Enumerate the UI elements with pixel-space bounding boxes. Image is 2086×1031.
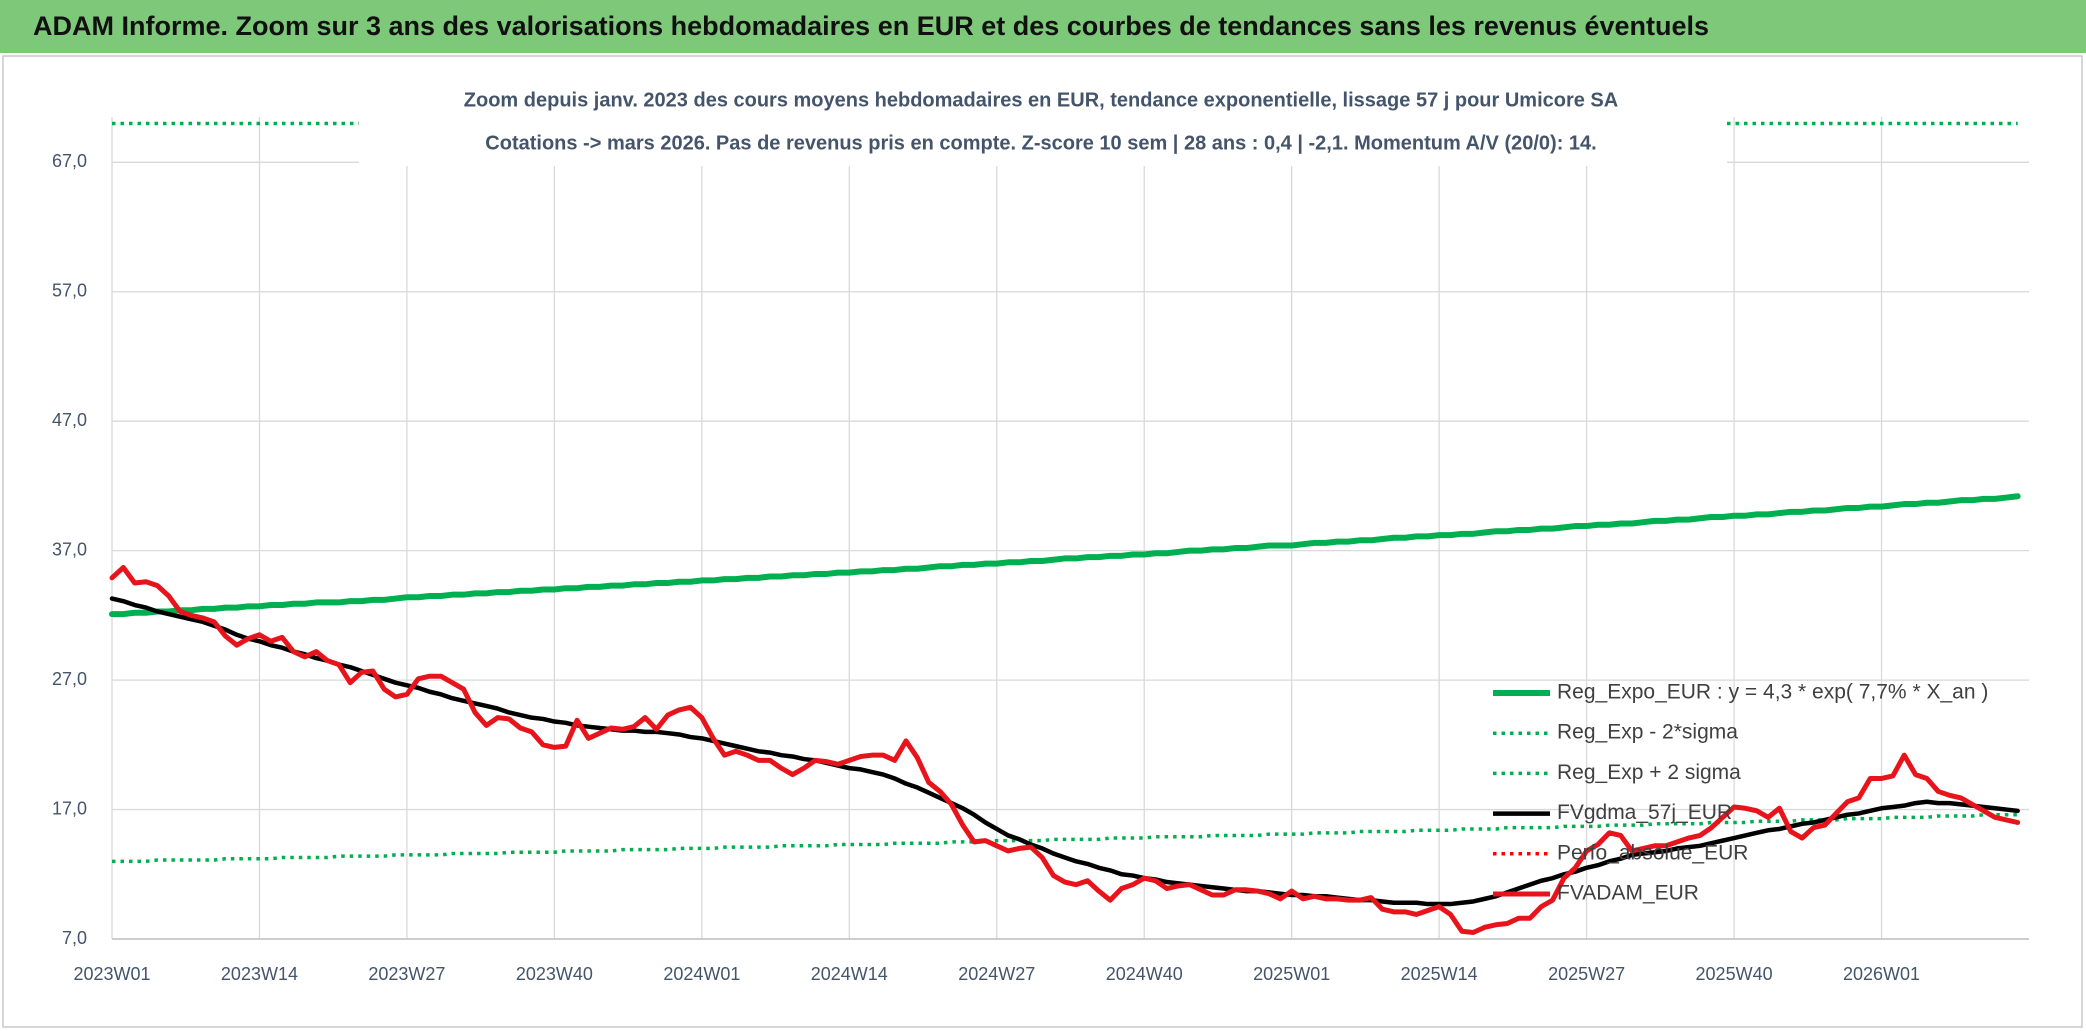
legend-label: FVgdma_57j_EUR	[1557, 801, 1732, 824]
x-tick-label: 2026W01	[1843, 964, 1920, 984]
series-line	[112, 812, 2018, 864]
x-tick-label: 2025W27	[1548, 964, 1625, 984]
legend-label: Reg_Exp - 2*sigma	[1557, 721, 1738, 744]
chart-title: Zoom depuis janv. 2023 des cours moyens …	[464, 89, 1618, 111]
series-line	[109, 596, 2020, 907]
page-title: ADAM Informe. Zoom sur 3 ans des valoris…	[33, 11, 1709, 41]
grid: 7,0 17,0 27,0 37,0 47,0 57,0 67,0 2023W01 2023W1…	[52, 117, 2029, 984]
x-tick-label: 2023W01	[73, 964, 150, 984]
series-line	[109, 564, 2021, 936]
y-tick-label: 37,0	[52, 539, 87, 559]
x-tick-label: 2024W40	[1106, 964, 1183, 984]
subtitle-box: Zoom depuis janv. 2023 des cours moyens …	[359, 80, 1727, 166]
y-tick-label: 57,0	[52, 281, 87, 301]
legend-label: FVADAM_EUR	[1557, 882, 1699, 905]
x-tick-label: 2023W27	[368, 964, 445, 984]
x-tick-label: 2025W01	[1253, 964, 1330, 984]
x-tick-label: 2024W01	[663, 964, 740, 984]
x-tick-label: 2023W14	[221, 964, 298, 984]
legend: Reg_Expo_EUR : y = 4,3 * exp( 7,7% * X_a…	[1493, 681, 1988, 905]
legend-label: Reg_Exp + 2 sigma	[1557, 761, 1741, 784]
series-line	[109, 493, 2021, 618]
y-tick-label: 17,0	[52, 798, 87, 818]
x-tick-label: 2025W40	[1696, 964, 1773, 984]
subtitle-background	[359, 80, 1727, 166]
y-tick-label: 47,0	[52, 410, 87, 430]
x-tick-label: 2025W14	[1401, 964, 1478, 984]
y-tick-label: 7,0	[62, 928, 87, 948]
legend-label: Perfo_absolue_EUR	[1557, 841, 1748, 864]
y-tick-label: 27,0	[52, 669, 87, 689]
legend-label: Reg_Expo_EUR : y = 4,3 * exp( 7,7% * X_a…	[1557, 681, 1988, 704]
chart-frame	[2, 55, 2083, 1028]
x-tick-label: 2024W14	[811, 964, 888, 984]
x-tick-label: 2024W27	[958, 964, 1035, 984]
x-tick-label: 2023W40	[516, 964, 593, 984]
y-tick-label: 67,0	[52, 151, 87, 171]
header-bar	[0, 0, 2086, 53]
chart-subtitle: Cotations -> mars 2026. Pas de revenus p…	[485, 132, 1596, 154]
